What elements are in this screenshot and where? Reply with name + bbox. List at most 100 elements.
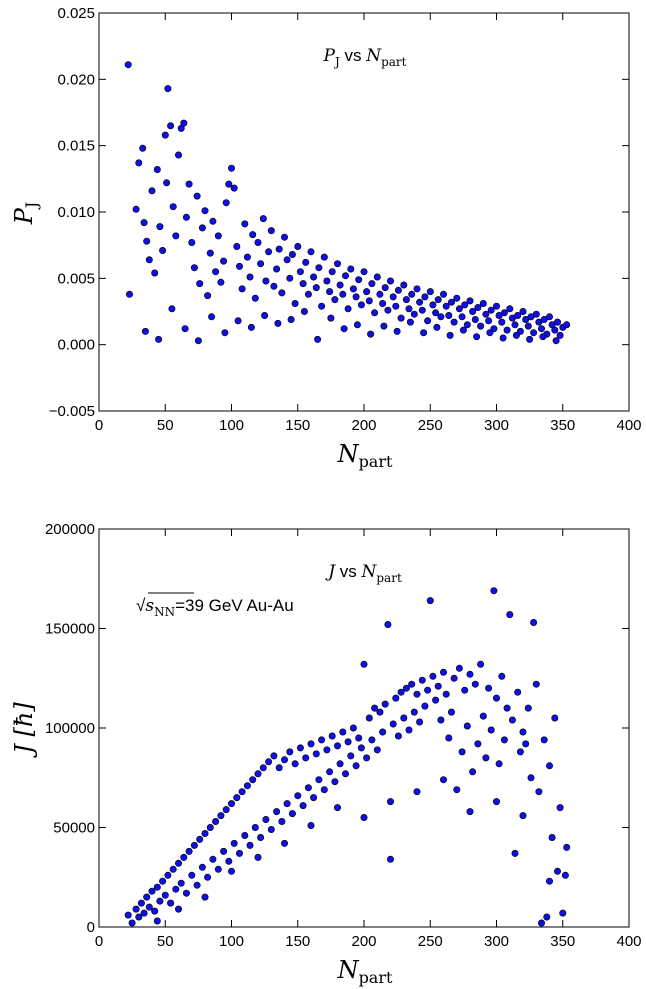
scatter-point — [132, 205, 140, 213]
scatter-point — [159, 247, 167, 255]
scatter-point — [471, 680, 479, 688]
scatter-point — [291, 760, 299, 768]
scatter-point — [506, 305, 514, 313]
scatter-point — [247, 323, 255, 331]
scatter-point — [363, 754, 371, 762]
scatter-point — [294, 243, 302, 251]
scatter-point — [386, 798, 394, 806]
scatter-point — [331, 296, 339, 304]
scatter-point — [439, 290, 447, 298]
scatter-point — [553, 318, 561, 326]
scatter-point — [312, 750, 320, 758]
scatter-point — [225, 857, 233, 865]
scatter-point — [143, 237, 151, 245]
scatter-point — [543, 913, 551, 921]
scatter-point — [367, 330, 375, 338]
scatter-point — [185, 847, 193, 855]
scatter-point — [238, 285, 246, 293]
scatter-point — [236, 262, 244, 270]
scatter-point — [182, 213, 190, 221]
scatter-point — [180, 853, 188, 861]
scatter-point — [416, 298, 424, 306]
scatter-point — [426, 288, 434, 296]
scatter-point — [190, 264, 198, 272]
scatter-point — [307, 740, 315, 748]
scatter-point — [132, 905, 140, 913]
scatter-point — [429, 301, 437, 309]
scatter-point — [167, 899, 175, 907]
scatter-point — [151, 269, 159, 277]
x-tick-label: 150 — [285, 933, 310, 950]
scatter-point — [254, 770, 262, 778]
scatter-point — [257, 260, 265, 268]
scatter-point — [352, 762, 360, 770]
scatter-point — [503, 326, 511, 334]
scatter-point — [347, 752, 355, 760]
y-axis-label-j: J [ħ] — [10, 702, 38, 759]
scatter-point — [194, 337, 202, 345]
scatter-point — [139, 144, 147, 152]
scatter-point — [135, 159, 143, 167]
scatter-point — [341, 272, 349, 280]
scatter-point — [280, 839, 288, 847]
scatter-point — [487, 726, 495, 734]
scatter-point — [485, 317, 493, 325]
scatter-point — [530, 329, 538, 337]
scatter-point — [222, 199, 230, 207]
scatter-point — [344, 738, 352, 746]
scatter-point — [135, 913, 143, 921]
scatter-point — [188, 239, 196, 247]
scatter-point — [526, 335, 534, 343]
y-tick-label: 50000 — [53, 820, 95, 837]
y-tick-label: 0.000 — [57, 337, 95, 354]
scatter-point — [259, 215, 267, 223]
scatter-point — [410, 310, 418, 318]
scatter-point — [519, 307, 527, 315]
scatter-point — [270, 282, 278, 290]
scatter-point — [273, 265, 281, 273]
scatter-point — [434, 682, 442, 690]
scatter-point — [487, 306, 495, 314]
scatter-point — [503, 704, 511, 712]
scatter-point — [145, 903, 153, 911]
scatter-point — [238, 788, 246, 796]
scatter-point — [148, 887, 156, 895]
y-tick-label: 0.015 — [57, 138, 95, 155]
scatter-point — [275, 764, 283, 772]
scatter-point — [410, 708, 418, 716]
scatter-point — [246, 273, 254, 281]
scatter-point — [312, 284, 320, 292]
scatter-point — [246, 841, 254, 849]
scatter-point — [360, 268, 368, 276]
scatter-point — [283, 800, 291, 808]
x-tick-label: 50 — [157, 933, 174, 950]
scatter-point — [563, 843, 571, 851]
scatter-point — [304, 784, 312, 792]
scatter-point — [551, 714, 559, 722]
scatter-point — [251, 823, 259, 831]
scatter-point — [177, 879, 185, 887]
scatter-point — [434, 296, 442, 304]
scatter-point — [389, 720, 397, 728]
scatter-point — [153, 883, 161, 891]
scatter-point — [275, 245, 283, 253]
scatter-point — [182, 889, 190, 897]
scatter-point — [371, 704, 379, 712]
scatter-point — [331, 778, 339, 786]
scatter-point — [397, 314, 405, 322]
scatter-point — [556, 331, 564, 339]
scatter-point — [193, 192, 201, 200]
scatter-point — [459, 326, 467, 334]
scatter-point — [386, 277, 394, 285]
scatter-point — [458, 313, 466, 321]
scatter-point — [482, 754, 490, 762]
scatter-point — [482, 310, 490, 318]
scatter-point — [413, 690, 421, 698]
scatter-point — [241, 831, 249, 839]
scatter-point — [294, 792, 302, 800]
scatter-point — [302, 754, 310, 762]
scatter-point — [265, 248, 273, 256]
scatter-point — [349, 724, 357, 732]
scatter-point — [233, 794, 241, 802]
